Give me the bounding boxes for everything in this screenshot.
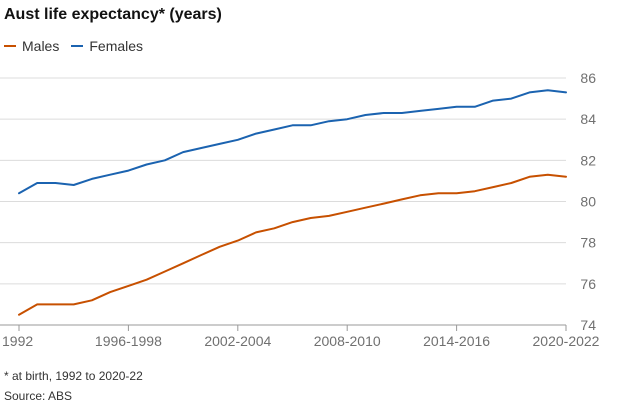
x-tick-label-0: 1992 — [2, 333, 33, 349]
gridlines — [0, 77, 567, 331]
y-tick-label-76: 76 — [580, 276, 596, 292]
y-tick-label-78: 78 — [580, 235, 596, 251]
series-line-males — [18, 173, 567, 316]
chart-source: Source: ABS — [4, 389, 73, 403]
chart-footnote: * at birth, 1992 to 2020-22 — [4, 369, 143, 383]
x-tick-label-2: 2002-2004 — [204, 333, 271, 349]
legend-label-females: Females — [89, 38, 144, 54]
series-line-females — [18, 89, 567, 195]
x-tick-label-5: 2020-2022 — [533, 333, 600, 349]
y-tick-label-84: 84 — [580, 111, 596, 127]
chart-title: Aust life expectancy* (years) — [4, 6, 222, 23]
x-tick-label-3: 2008-2010 — [314, 333, 381, 349]
legend-item-females: Females — [71, 38, 143, 54]
y-tick-label-86: 86 — [580, 70, 596, 86]
x-axis-tick-labels: 1992 1996-1998 2002-2004 2008-2010 2014-2016… — [2, 333, 600, 349]
y-tick-label-82: 82 — [580, 152, 596, 168]
legend-item-males: Males — [4, 38, 59, 54]
y-tick-label-74: 74 — [580, 317, 596, 333]
x-tick-label-4: 2014-2016 — [423, 333, 490, 349]
y-tick-label-80: 80 — [580, 194, 596, 210]
y-axis-tick-labels: 86 84 82 80 78 76 74 — [580, 70, 596, 333]
legend-swatch-females — [71, 45, 84, 47]
life-expectancy-line-chart: 86 84 82 80 78 76 74 1992 1996-1998 2002-2004 200… — [0, 70, 600, 349]
chart-legend: Males Females — [4, 38, 155, 54]
legend-swatch-males — [4, 45, 16, 47]
legend-label-males: Males — [22, 38, 60, 54]
series-lines — [18, 89, 567, 316]
x-tick-label-1: 1996-1998 — [95, 333, 162, 349]
